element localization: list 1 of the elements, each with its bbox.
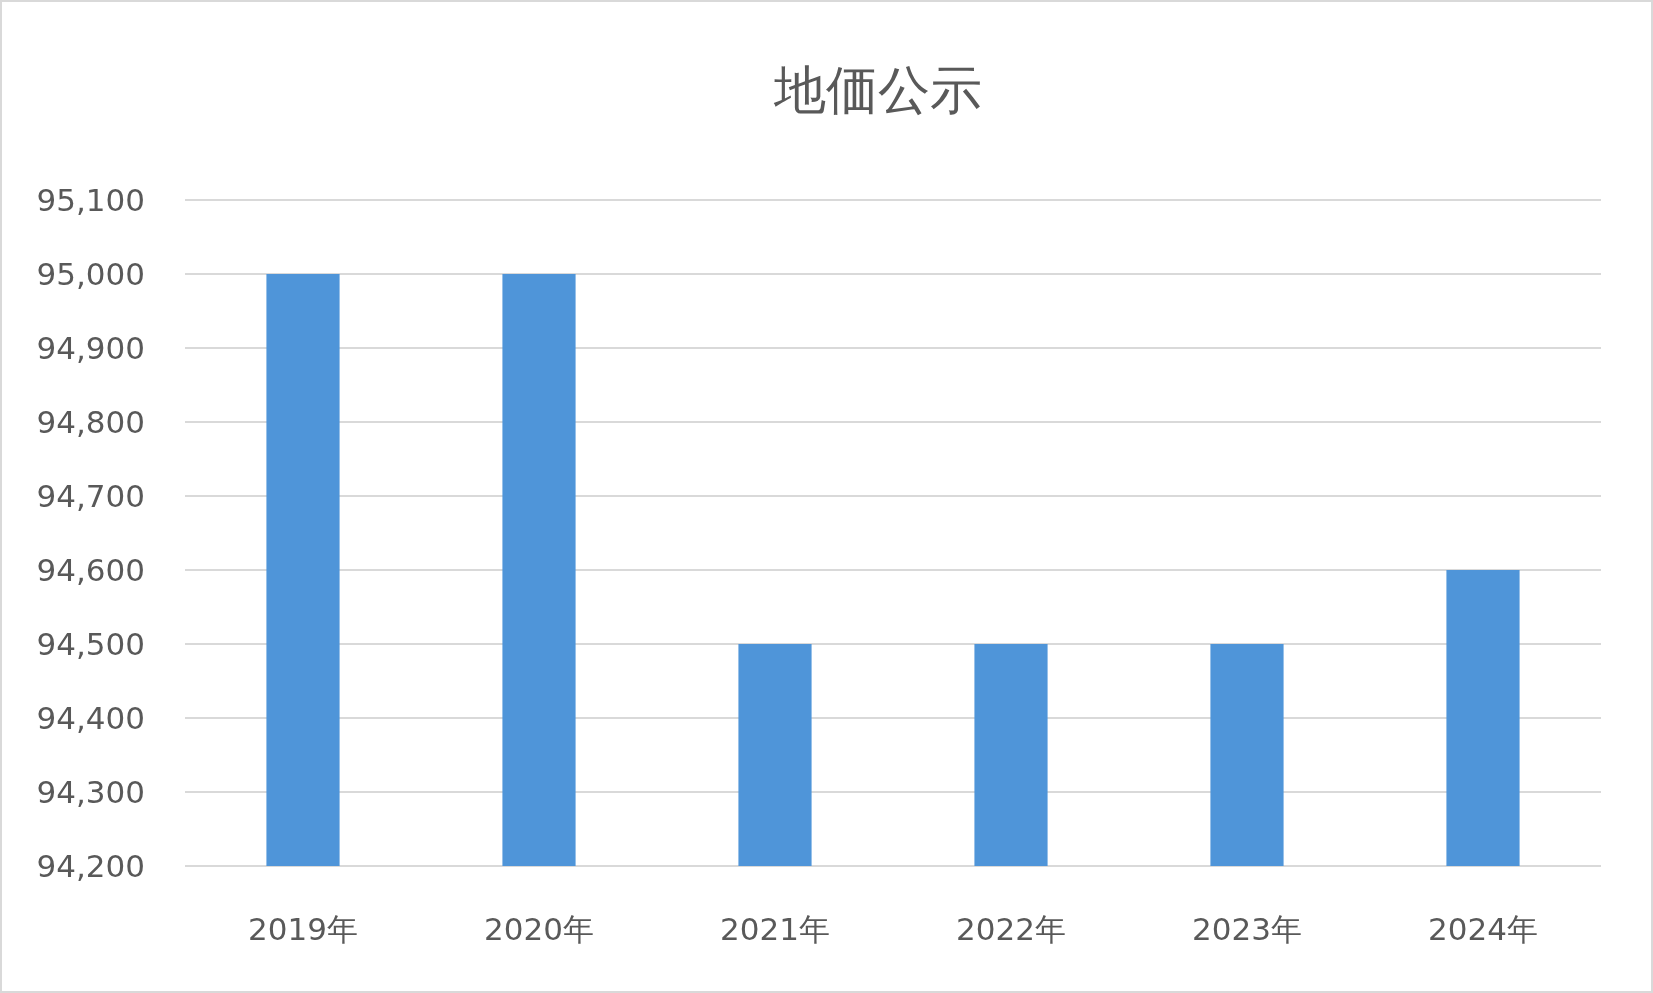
title: 地価公示	[774, 60, 982, 120]
